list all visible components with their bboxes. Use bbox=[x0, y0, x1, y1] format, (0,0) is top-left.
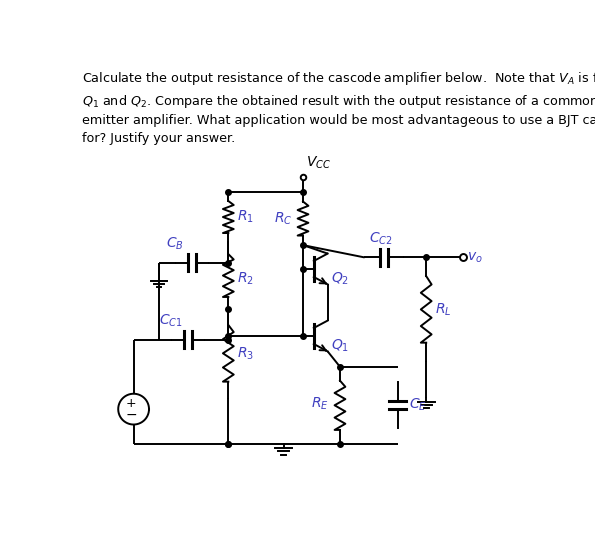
Text: $R_E$: $R_E$ bbox=[311, 396, 329, 412]
Text: $C_E$: $C_E$ bbox=[409, 397, 427, 413]
Text: $C_B$: $C_B$ bbox=[166, 235, 184, 252]
Text: $C_{C2}$: $C_{C2}$ bbox=[369, 231, 393, 248]
Text: $V_{CC}$: $V_{CC}$ bbox=[306, 155, 331, 171]
Text: −: − bbox=[126, 408, 137, 422]
Text: $v_o$: $v_o$ bbox=[467, 250, 483, 265]
Text: +: + bbox=[126, 397, 137, 411]
Text: $C_{C1}$: $C_{C1}$ bbox=[159, 312, 183, 329]
Text: $R_L$: $R_L$ bbox=[435, 301, 451, 317]
Text: $R_3$: $R_3$ bbox=[237, 345, 254, 362]
Text: $R_2$: $R_2$ bbox=[237, 270, 253, 287]
Text: $Q_2$: $Q_2$ bbox=[331, 270, 349, 287]
Text: Calculate the output resistance of the cascode amplifier below.  Note that $V_A$: Calculate the output resistance of the c… bbox=[82, 70, 595, 145]
Text: $Q_1$: $Q_1$ bbox=[331, 337, 349, 354]
Text: $R_1$: $R_1$ bbox=[237, 209, 253, 225]
Text: $R_C$: $R_C$ bbox=[274, 211, 292, 227]
